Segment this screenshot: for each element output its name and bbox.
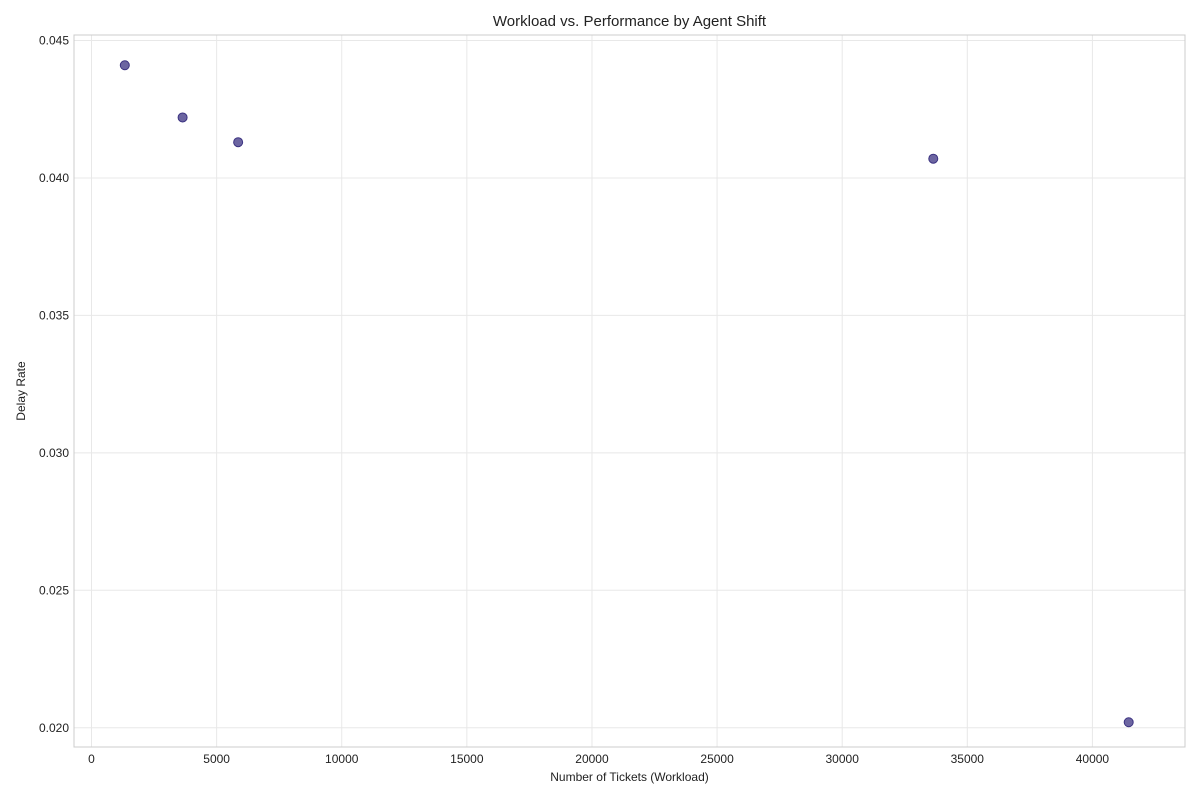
axes-frame [73, 34, 1186, 748]
x-tick-label: 30000 [826, 752, 860, 766]
x-tick-label: 40000 [1076, 752, 1110, 766]
scatter-point [928, 153, 939, 164]
y-tick-label: 0.040 [39, 171, 69, 185]
y-axis-ticks: 0.020 0.025 0.030 0.035 0.040 0.045 [39, 33, 69, 734]
scatter-point [233, 137, 244, 148]
x-tick-label: 15000 [450, 752, 484, 766]
x-tick-label: 0 [88, 752, 95, 766]
y-tick-label: 0.030 [39, 446, 69, 460]
x-tick-label: 35000 [951, 752, 985, 766]
y-axis-label: Delay Rate [14, 361, 28, 421]
y-tick-label: 0.045 [39, 33, 69, 47]
scatter-point [119, 60, 130, 71]
scatter-point [177, 112, 188, 123]
x-tick-label: 5000 [203, 752, 230, 766]
data-points [119, 60, 1134, 728]
x-tick-label: 10000 [325, 752, 359, 766]
x-tick-label: 20000 [575, 752, 609, 766]
x-axis-label: Number of Tickets (Workload) [550, 770, 709, 784]
y-tick-label: 0.035 [39, 308, 69, 322]
x-tick-label: 25000 [700, 752, 734, 766]
y-tick-label: 0.025 [39, 583, 69, 597]
grid [74, 35, 1185, 747]
x-axis-ticks: 0 5000 10000 15000 20000 25000 30000 35000 40000 [88, 752, 1109, 766]
y-tick-label: 0.020 [39, 721, 69, 735]
scatter-point [1123, 717, 1134, 728]
chart-title: Workload vs. Performance by Agent Shift [493, 13, 767, 30]
